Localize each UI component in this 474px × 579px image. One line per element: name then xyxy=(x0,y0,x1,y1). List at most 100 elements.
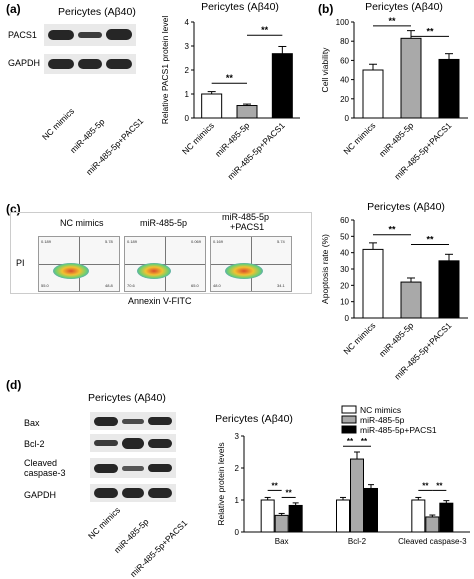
y-tick-label: 100 xyxy=(336,18,350,27)
flow-plot-nc: 0.189 5.78 55.0 48.8 xyxy=(38,236,120,292)
significance-label: ** xyxy=(272,481,279,490)
quadrant-q1: 0.189 xyxy=(41,239,52,244)
chart-d: Pericytes (Aβ40) 0 1 2 3 Relative protein lev… xyxy=(215,405,470,546)
blot-row-label-cleaved-line2: caspase-3 xyxy=(24,468,66,478)
quadrant-q4: 55.0 xyxy=(41,283,49,288)
chart-b: Pericytes (Aβ40) 0 20 40 60 80 100 Cell viabili… xyxy=(320,1,468,182)
band xyxy=(48,30,74,40)
western-blot-gapdh-d xyxy=(90,484,176,502)
y-tick-label: 20 xyxy=(340,281,349,290)
event-cloud xyxy=(225,263,263,279)
flow-title-mir: miR-485-5p xyxy=(140,218,188,228)
legend-label: miR-485-5p+PACS1 xyxy=(360,425,437,435)
legend-swatch xyxy=(341,405,357,414)
blot-row-label-bcl2: Bcl-2 xyxy=(24,439,45,449)
event-cloud xyxy=(137,263,171,279)
panel-a-label: (a) xyxy=(6,2,21,16)
western-blot-cleaved-caspase3 xyxy=(90,458,176,478)
blot-a-sample-label-nc: NC mimics xyxy=(40,105,77,143)
band xyxy=(148,488,172,498)
event-cloud xyxy=(53,263,89,279)
panel-d-label: (d) xyxy=(6,378,22,392)
band xyxy=(148,439,172,448)
flow-cytometry-frame xyxy=(10,212,312,294)
bar xyxy=(411,499,426,533)
bar xyxy=(400,37,422,119)
band xyxy=(94,417,118,426)
flow-plot-mir-pacs1: 0.169 5.74 48.0 34.1 xyxy=(210,236,292,292)
x-tick-label: NC mimics xyxy=(180,120,216,156)
band xyxy=(94,440,118,446)
significance-label: ** xyxy=(422,481,429,490)
significance-label: ** xyxy=(261,25,269,35)
chart-title: Pericytes (Aβ40) xyxy=(367,201,445,213)
quadrant-q3: 34.1 xyxy=(277,283,285,288)
significance-label: ** xyxy=(436,481,443,490)
band xyxy=(106,29,132,40)
band xyxy=(122,419,144,424)
flow-title-mir-pacs1-line2: +PACS1 xyxy=(230,222,265,232)
blot-row-label-pacs1: PACS1 xyxy=(8,30,37,40)
band xyxy=(94,464,118,473)
y-tick-label: 3 xyxy=(185,42,190,51)
y-axis-label: Relative PACS1 protein level xyxy=(160,16,170,125)
legend-swatch xyxy=(341,415,357,424)
band xyxy=(106,59,132,69)
significance-label: ** xyxy=(361,437,368,446)
quadrant-q2: 5.78 xyxy=(105,239,113,244)
chart-a: Pericytes (Aβ40) 0 1 2 3 4 Relative PACS1 prot… xyxy=(160,1,300,182)
blot-row-label-gapdh: GAPDH xyxy=(8,58,41,68)
y-tick-label: 40 xyxy=(340,249,349,258)
band xyxy=(148,464,172,472)
flow-plot-mir: 0.189 0.069 70.6 65.0 xyxy=(124,236,206,292)
blot-d-sample-label-nc: NC mimics xyxy=(86,504,123,542)
bar xyxy=(201,93,223,119)
y-tick-label: 60 xyxy=(340,56,349,65)
flow-title-nc: NC mimics xyxy=(60,218,104,228)
y-tick-label: 20 xyxy=(340,95,349,104)
y-tick-label: 0 xyxy=(185,114,190,123)
y-tick-label: 80 xyxy=(340,37,349,46)
legend-label: miR-485-5p xyxy=(360,415,405,425)
quadrant-q2: 0.069 xyxy=(191,239,202,244)
significance-label: ** xyxy=(388,16,396,26)
legend-swatch xyxy=(341,425,357,434)
y-tick-label: 50 xyxy=(340,232,349,241)
panel-b-label: (b) xyxy=(318,2,334,16)
y-axis-label: Apoptosis rate (%) xyxy=(320,234,330,304)
blot-row-label-gapdh-d: GAPDH xyxy=(24,490,57,500)
bar xyxy=(400,281,422,319)
legend-label: NC mimics xyxy=(360,405,401,415)
western-blot-gapdh-a xyxy=(44,54,136,74)
flow-x-axis-label: Annexin V-FITC xyxy=(128,296,192,306)
significance-label: ** xyxy=(426,26,434,36)
chart-title: Pericytes (Aβ40) xyxy=(201,1,279,13)
y-tick-label: 4 xyxy=(185,18,190,27)
band xyxy=(122,488,144,498)
band xyxy=(148,417,172,425)
quadrant-q3: 48.8 xyxy=(105,283,113,288)
y-tick-label: 10 xyxy=(340,298,349,307)
y-tick-label: 40 xyxy=(340,76,349,85)
bar xyxy=(236,105,258,119)
y-tick-label: 2 xyxy=(235,464,240,473)
flow-y-axis-label: PI xyxy=(16,258,25,268)
quadrant-q3: 65.0 xyxy=(191,283,199,288)
bar xyxy=(438,58,460,119)
band xyxy=(94,488,118,498)
quadrant-q1: 0.189 xyxy=(127,239,138,244)
y-tick-label: 0 xyxy=(345,314,350,323)
x-tick-label: Bcl-2 xyxy=(348,537,367,546)
bar xyxy=(260,499,275,533)
y-tick-label: 0 xyxy=(345,114,350,123)
chart-title: Pericytes (Aβ40) xyxy=(215,413,293,425)
quadrant-q4: 48.0 xyxy=(213,283,221,288)
blot-row-label-bax: Bax xyxy=(24,418,40,428)
significance-label: ** xyxy=(226,73,234,83)
bar xyxy=(274,514,289,533)
western-blot-bcl2 xyxy=(90,434,176,452)
significance-label: ** xyxy=(426,235,434,245)
x-tick-label: miR-485-5p xyxy=(377,320,416,359)
y-tick-label: 1 xyxy=(185,90,190,99)
western-blot-pacs1 xyxy=(44,24,136,46)
